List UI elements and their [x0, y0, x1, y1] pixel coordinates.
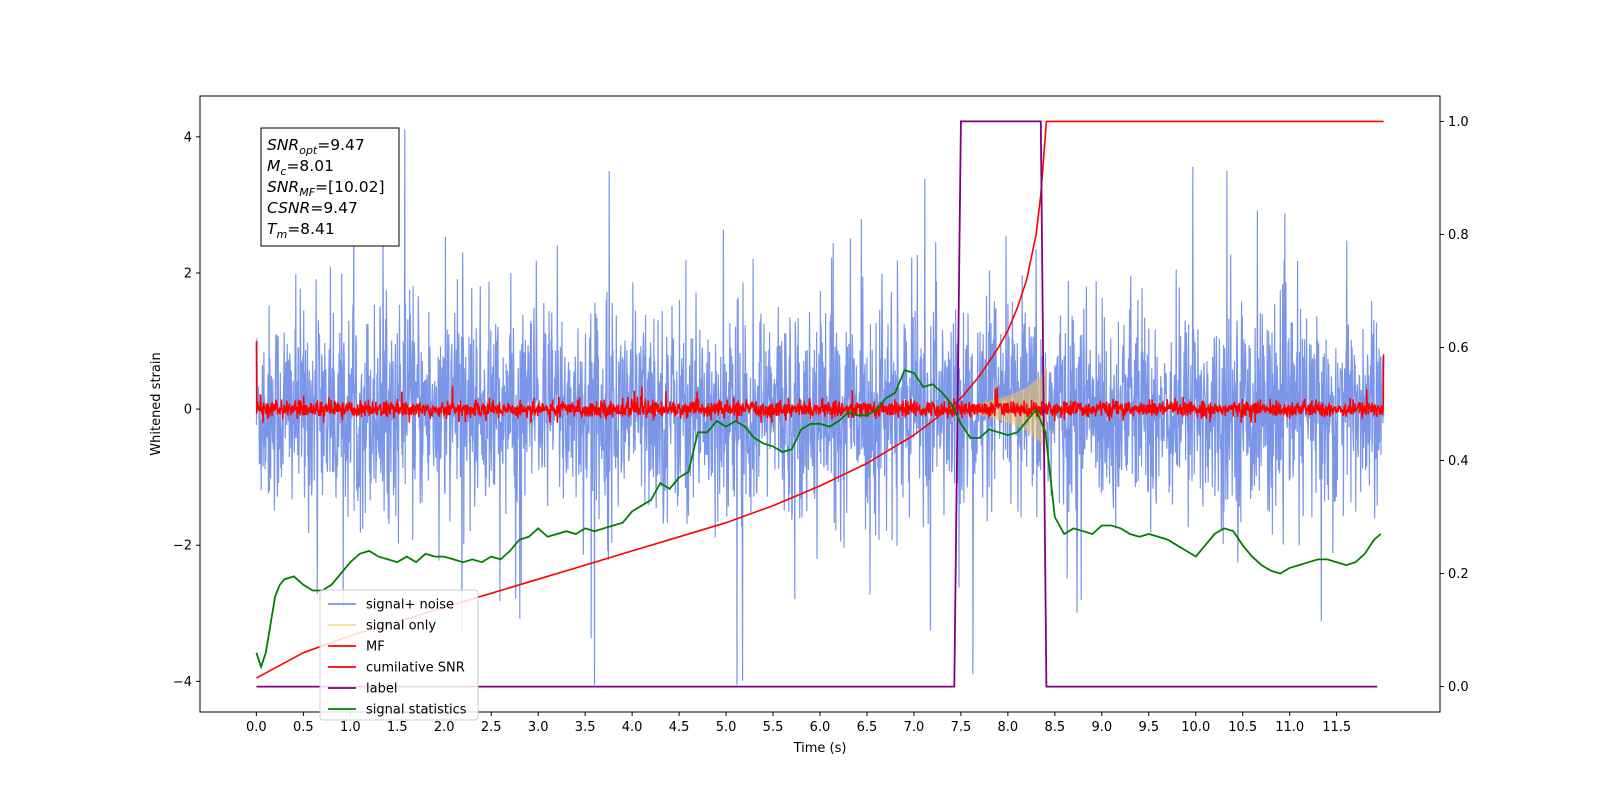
y-tick-label-right: 0.2 [1448, 567, 1469, 582]
legend-item: MF [328, 640, 385, 655]
series-signal-noise [255, 129, 1385, 685]
y-tick-label-right: 0.0 [1448, 680, 1469, 695]
x-tick-label: 8.5 [1045, 720, 1066, 735]
x-tick-label: 7.5 [951, 720, 972, 735]
x-tick-label: 1.0 [340, 720, 361, 735]
annotation-line: Mc=8.01 [267, 157, 334, 178]
x-tick-label: 11.5 [1322, 720, 1351, 735]
x-tick-label: 7.0 [904, 720, 925, 735]
x-tick-label: 2.0 [434, 720, 455, 735]
x-tick-label: 0.0 [246, 720, 267, 735]
annotation-frame [260, 127, 400, 247]
y-tick-label-left: −4 [173, 675, 192, 690]
y-tick-label-right: 0.4 [1448, 454, 1469, 469]
legend-label: cumilative SNR [366, 661, 465, 676]
axis-ticks: 0.0 0.5 1.0 1.5 2.0 2.5 3.0 3.5 4.0 4.5 5.0 5.5 6.0 6… [173, 115, 1469, 735]
legend: signal+ noise signal only MF cumilative SNR… [319, 589, 479, 721]
x-tick-label: 3.0 [528, 720, 549, 735]
legend-label: signal+ noise [366, 598, 454, 613]
x-axis-label: Time (s) [793, 741, 847, 756]
x-tick-label: 4.0 [622, 720, 643, 735]
legend-item: label [328, 682, 397, 697]
annotation-line: SNRopt=9.47 [267, 136, 365, 157]
legend-frame [319, 589, 479, 721]
x-tick-label: 1.5 [387, 720, 408, 735]
legend-item: signal+ noise [328, 598, 454, 613]
legend-item: signal only [328, 619, 436, 634]
annotation-line: Tm=8.41 [267, 220, 335, 241]
y-axis-label-left: Whitened strain [149, 352, 164, 455]
x-tick-label: 11.0 [1275, 720, 1304, 735]
x-tick-label: 8.0 [998, 720, 1019, 735]
y-tick-label-left: 0 [184, 403, 192, 418]
legend-label: MF [366, 640, 385, 655]
annotation-line: CSNR=9.47 [267, 199, 358, 217]
legend-item: cumilative SNR [328, 661, 465, 676]
x-tick-label: 2.5 [481, 720, 502, 735]
legend-label: signal statistics [366, 703, 467, 718]
series-mf [255, 340, 1385, 423]
x-tick-label: 4.5 [669, 720, 690, 735]
legend-label: label [366, 682, 397, 697]
legend-items: signal+ noise signal only MF cumilative SNR… [328, 598, 467, 718]
series-label [256, 120, 1378, 688]
x-tick-label: 9.5 [1138, 720, 1159, 735]
legend-item: signal statistics [328, 703, 467, 718]
x-tick-label: 9.0 [1091, 720, 1112, 735]
annotation-lines: SNRopt=9.47Mc=8.01SNRMF=[10.02]CSNR=9.47… [267, 136, 385, 241]
legend-label: signal only [366, 619, 436, 634]
x-tick-label: 10.0 [1181, 720, 1210, 735]
x-tick-label: 10.5 [1228, 720, 1257, 735]
y-tick-label-right: 0.8 [1448, 228, 1469, 243]
x-tick-label: 5.5 [763, 720, 784, 735]
y-tick-label-right: 1.0 [1448, 115, 1469, 130]
x-tick-label: 6.5 [857, 720, 878, 735]
annotation-box: SNRopt=9.47Mc=8.01SNRMF=[10.02]CSNR=9.47… [260, 127, 400, 247]
x-tick-label: 5.0 [716, 720, 737, 735]
y-tick-label-left: 2 [184, 266, 192, 281]
x-tick-label: 6.0 [810, 720, 831, 735]
x-tick-label: 3.5 [575, 720, 596, 735]
y-tick-label-left: 4 [184, 130, 192, 145]
y-tick-label-left: −2 [173, 539, 192, 554]
y-tick-label-right: 0.6 [1448, 341, 1469, 356]
series-signal-statistics [255, 369, 1382, 670]
annotation-line: SNRMF=[10.02] [267, 178, 385, 199]
x-tick-label: 0.5 [293, 720, 314, 735]
